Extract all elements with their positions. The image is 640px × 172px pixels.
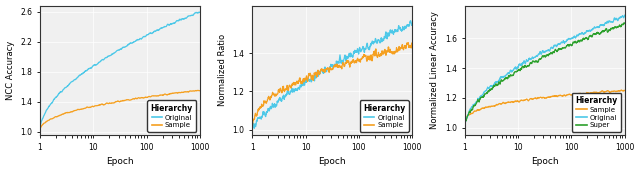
- Super: [470, 105, 478, 107]
- Original: [370, 41, 378, 43]
- Legend: Original, Sample: Original, Sample: [360, 100, 409, 132]
- X-axis label: Epoch: Epoch: [106, 157, 134, 166]
- Original: [621, 14, 628, 16]
- Original: [346, 53, 353, 55]
- Sample: [174, 92, 182, 94]
- Sample: [258, 105, 266, 107]
- Original: [563, 40, 570, 42]
- Sample: [157, 94, 165, 96]
- Sample: [558, 95, 566, 97]
- Sample: [582, 92, 590, 94]
- Super: [563, 45, 570, 47]
- Original: [406, 20, 414, 22]
- Sample: [248, 128, 256, 131]
- Original: [258, 116, 266, 118]
- Y-axis label: NCC Accuracy: NCC Accuracy: [6, 41, 15, 100]
- Line: Original: Original: [252, 21, 412, 130]
- Original: [138, 37, 146, 39]
- Original: [36, 131, 44, 133]
- Original: [598, 24, 606, 26]
- X-axis label: Epoch: Epoch: [531, 157, 559, 166]
- Sample: [196, 90, 204, 92]
- Sample: [350, 62, 358, 64]
- Sample: [563, 94, 570, 96]
- Original: [157, 27, 165, 29]
- Y-axis label: Normalized Linear Accuracy: Normalized Linear Accuracy: [430, 12, 440, 129]
- Sample: [36, 131, 44, 133]
- Super: [558, 48, 566, 50]
- Line: Super: Super: [465, 23, 625, 128]
- Legend: Sample, Original, Super: Sample, Original, Super: [572, 93, 621, 132]
- Original: [196, 11, 204, 13]
- Super: [621, 23, 628, 25]
- Original: [558, 41, 566, 44]
- Sample: [554, 96, 561, 98]
- Super: [554, 49, 561, 51]
- Sample: [129, 98, 136, 100]
- Sample: [461, 127, 468, 129]
- Super: [582, 37, 590, 39]
- Sample: [408, 43, 416, 45]
- Sample: [370, 52, 378, 54]
- Super: [461, 127, 468, 129]
- Line: Original: Original: [465, 15, 625, 128]
- Line: Sample: Sample: [40, 90, 200, 132]
- Line: Sample: Sample: [465, 90, 625, 128]
- Original: [387, 30, 394, 32]
- Sample: [618, 89, 625, 91]
- Sample: [195, 89, 202, 91]
- X-axis label: Epoch: Epoch: [319, 157, 346, 166]
- Super: [598, 30, 606, 32]
- Original: [341, 54, 349, 56]
- Legend: Original, Sample: Original, Sample: [147, 100, 196, 132]
- Original: [554, 44, 561, 46]
- Sample: [346, 63, 353, 65]
- Original: [133, 39, 141, 41]
- Original: [129, 42, 136, 44]
- Super: [620, 22, 628, 24]
- Line: Sample: Sample: [252, 43, 412, 130]
- Original: [461, 127, 468, 129]
- Original: [408, 24, 416, 26]
- Original: [582, 31, 590, 33]
- Original: [45, 105, 53, 107]
- Sample: [45, 119, 53, 121]
- Sample: [387, 49, 394, 51]
- Sample: [404, 42, 412, 44]
- Original: [350, 52, 358, 54]
- Sample: [470, 110, 478, 112]
- Original: [248, 128, 256, 131]
- Sample: [621, 89, 628, 91]
- Y-axis label: Normalized Ratio: Normalized Ratio: [218, 34, 227, 106]
- Original: [195, 11, 203, 13]
- Sample: [341, 62, 349, 64]
- Sample: [598, 90, 606, 92]
- Sample: [138, 96, 146, 99]
- Line: Original: Original: [40, 12, 200, 132]
- Original: [470, 103, 478, 105]
- Sample: [133, 98, 141, 100]
- Original: [174, 20, 182, 22]
